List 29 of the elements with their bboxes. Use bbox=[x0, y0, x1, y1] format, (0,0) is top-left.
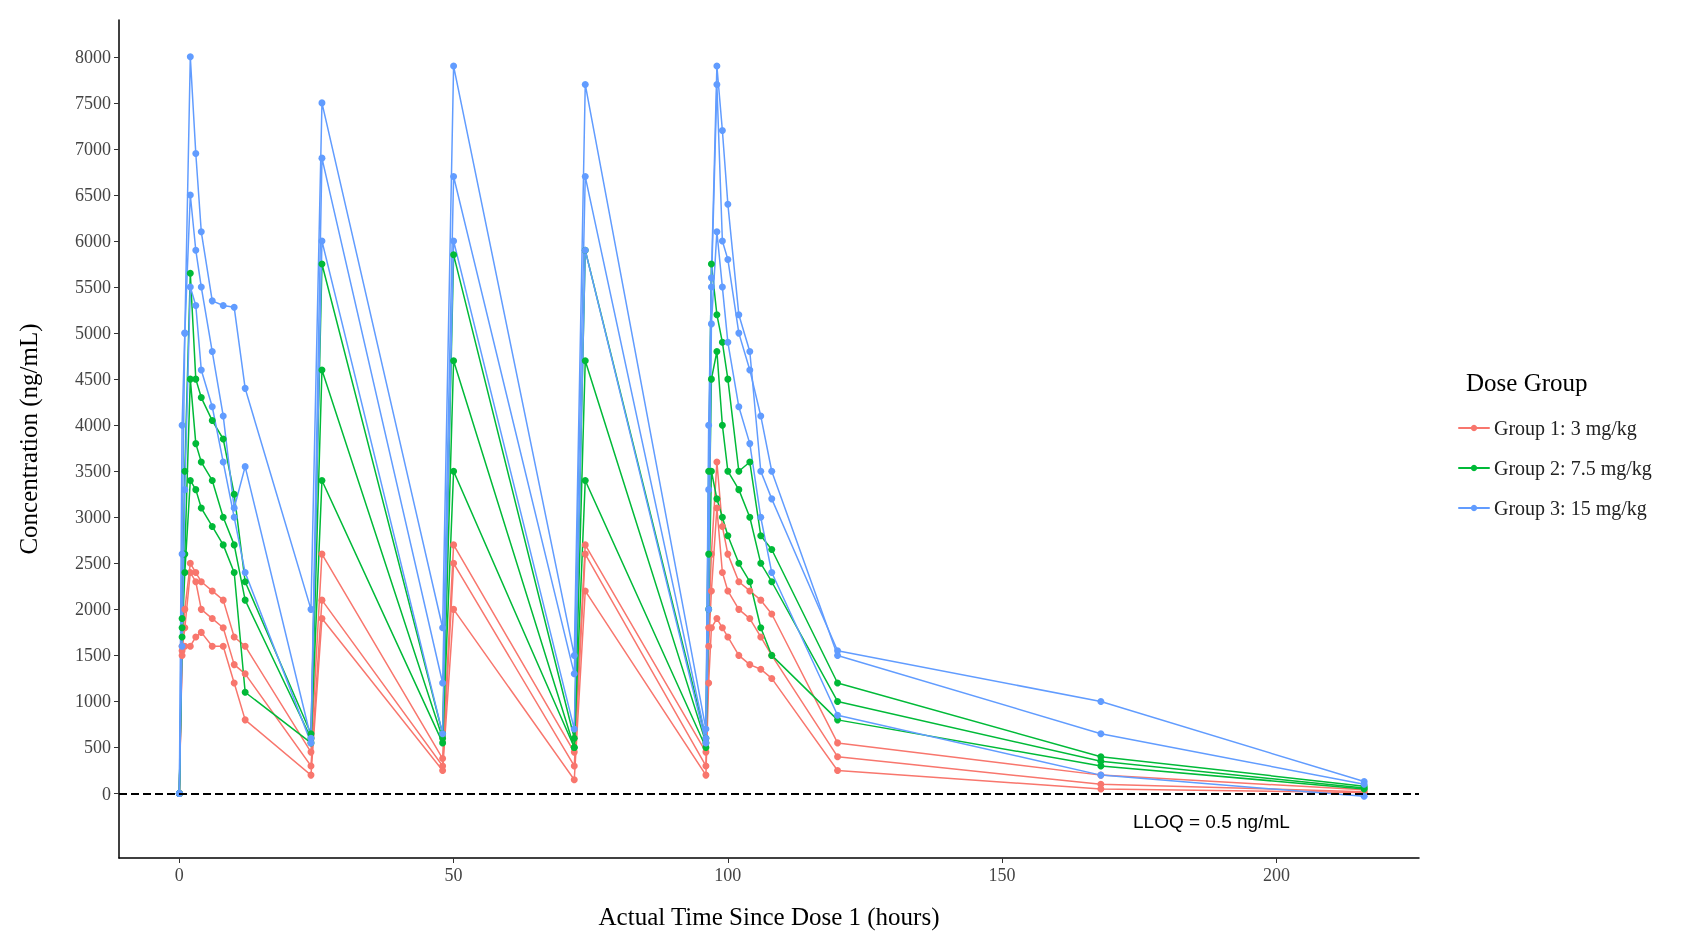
y-tick-label: 2000 bbox=[75, 599, 111, 620]
y-tick-label: 1000 bbox=[75, 691, 111, 712]
annotation: LLOQ = 0.5 ng/mL bbox=[1133, 811, 1290, 832]
y-tick-label: 5500 bbox=[75, 277, 111, 298]
y-tick-label: 7500 bbox=[75, 92, 111, 113]
y-tick-label: 3500 bbox=[75, 461, 111, 482]
legend-label: Group 1: 3 mg/kg bbox=[1494, 417, 1637, 440]
y-tick-label: 500 bbox=[84, 737, 111, 758]
y-tick-label: 6500 bbox=[75, 184, 111, 205]
y-tick-label: 4500 bbox=[75, 369, 111, 390]
y-tick-label: 2500 bbox=[75, 553, 111, 574]
y-tick-label: 8000 bbox=[75, 46, 111, 67]
x-tick-label: 200 bbox=[1262, 865, 1290, 885]
y-tick-label: 3000 bbox=[75, 507, 111, 528]
legend-title: Dose Group bbox=[1466, 369, 1588, 396]
y-tick-label: 4000 bbox=[75, 415, 111, 436]
legend-label: Group 3: 15 mg/kg bbox=[1494, 497, 1647, 520]
y-axis-title: Concentration (ng/mL) bbox=[15, 323, 43, 555]
y-tick-label: 1500 bbox=[75, 645, 111, 666]
x-tick-label: 0 bbox=[174, 865, 184, 885]
y-tick-label: 7000 bbox=[75, 138, 111, 159]
y-tick-label: 0 bbox=[102, 783, 111, 804]
y-tick-label: 6000 bbox=[75, 231, 111, 252]
x-tick-label: 150 bbox=[988, 865, 1016, 885]
legend-label: Group 2: 7.5 mg/kg bbox=[1494, 457, 1652, 480]
x-axis-title: Actual Time Since Dose 1 (hours) bbox=[598, 903, 940, 931]
x-tick-label: 100 bbox=[714, 865, 742, 885]
y-tick-label: 5000 bbox=[75, 323, 111, 344]
x-tick-label: 50 bbox=[444, 865, 463, 885]
